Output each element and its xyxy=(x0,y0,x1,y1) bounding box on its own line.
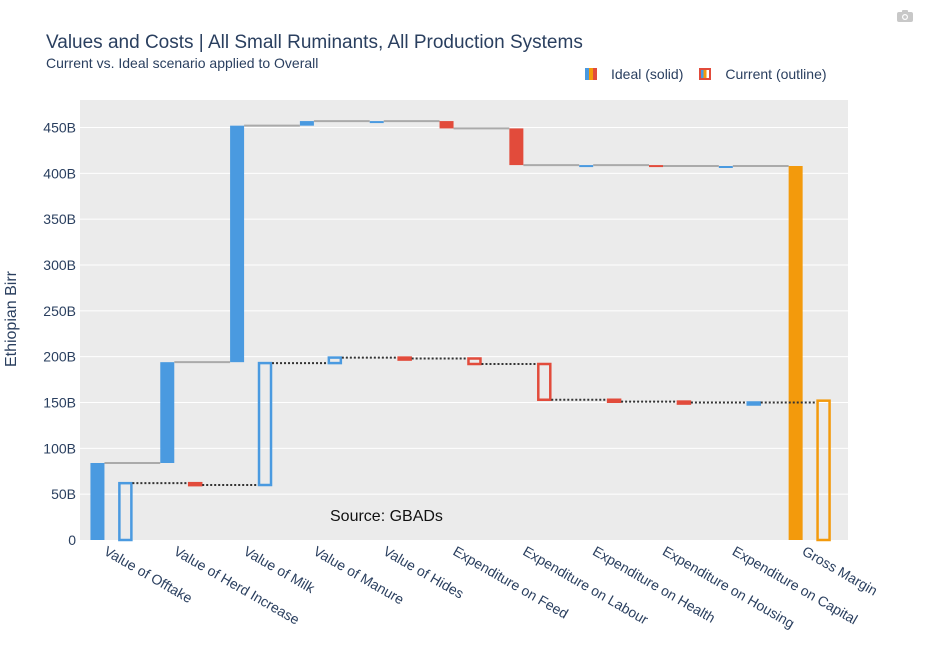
y-tick-label: 150B xyxy=(43,395,76,411)
ideal-bar xyxy=(160,362,175,463)
x-tick-label: Expenditure on Health xyxy=(590,543,718,626)
y-tick-label: 250B xyxy=(43,303,76,319)
legend-item-current[interactable]: Current (outline) xyxy=(699,66,827,82)
ideal-bar xyxy=(649,165,663,168)
ideal-bar xyxy=(718,166,733,168)
y-tick-label: 450B xyxy=(43,120,76,136)
x-tick-label: Expenditure on Capital xyxy=(730,543,861,628)
y-tick-label: 300B xyxy=(43,257,76,273)
y-axis-title: Ethiopian Birr xyxy=(3,270,20,368)
legend-swatch-current xyxy=(699,68,712,80)
chart-title: Values and Costs | All Small Ruminants, … xyxy=(46,32,583,53)
x-tick-label: Expenditure on Labour xyxy=(520,543,651,628)
legend-label-ideal: Ideal (solid) xyxy=(611,66,684,82)
legend: Ideal (solid) Current (outline) xyxy=(585,66,843,82)
legend-item-ideal[interactable]: Ideal (solid) xyxy=(585,66,683,82)
current-bar xyxy=(397,356,412,361)
ideal-bar xyxy=(90,463,105,540)
current-bar xyxy=(676,400,692,405)
y-tick-label: 50B xyxy=(51,486,76,502)
x-tick-label: Value of Herd Increase xyxy=(171,543,302,628)
source-annotation: Source: GBADs xyxy=(330,508,443,525)
ideal-bar xyxy=(509,128,524,166)
current-bar xyxy=(118,481,133,542)
ideal-bar xyxy=(579,165,594,168)
x-tick-label: Expenditure on Feed xyxy=(451,543,572,622)
current-bar xyxy=(816,399,831,542)
current-bar xyxy=(257,361,273,487)
y-tick-label: 350B xyxy=(43,211,76,227)
legend-swatch-ideal xyxy=(585,68,597,80)
legend-label-current: Current (outline) xyxy=(725,66,827,82)
ideal-bar xyxy=(369,121,384,124)
current-bar xyxy=(606,398,622,403)
current-bar xyxy=(187,481,203,487)
ideal-bar xyxy=(299,121,314,126)
camera-icon[interactable] xyxy=(897,10,913,22)
current-bar xyxy=(746,401,761,406)
current-bar xyxy=(467,357,482,366)
y-tick-label: 0 xyxy=(68,532,76,548)
y-tick-label: 400B xyxy=(43,165,76,181)
y-tick-label: 100B xyxy=(43,440,76,456)
chart-subtitle: Current vs. Ideal scenario applied to Ov… xyxy=(46,55,319,71)
current-bar xyxy=(537,362,552,401)
y-tick-label: 200B xyxy=(43,349,76,365)
current-bar xyxy=(327,356,343,365)
ideal-bar xyxy=(788,166,803,540)
ideal-bar xyxy=(439,121,454,129)
x-tick-label: Expenditure on Housing xyxy=(660,543,797,632)
ideal-bar xyxy=(230,125,245,363)
